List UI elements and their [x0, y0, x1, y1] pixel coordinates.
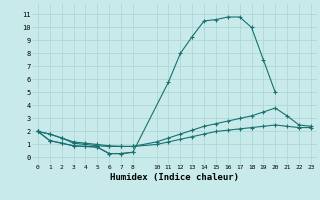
X-axis label: Humidex (Indice chaleur): Humidex (Indice chaleur) — [110, 173, 239, 182]
